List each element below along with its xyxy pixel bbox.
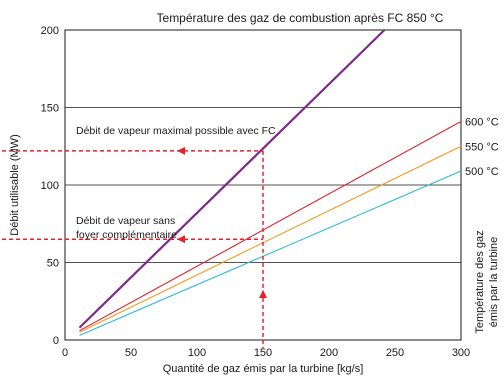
x-tick-label: 100: [188, 347, 206, 359]
x-tick-labels: 0 50 100 150 200 250 300: [62, 347, 470, 359]
arrow-left-icon: [177, 146, 185, 155]
x-tick-label: 0: [62, 347, 68, 359]
annotation-max-steam: Débit de vapeur maximal possible avec FC: [76, 125, 276, 137]
x-tick-label: 300: [452, 347, 470, 359]
x-tick-label: 200: [320, 347, 338, 359]
x-tick-label: 150: [254, 347, 272, 359]
chart-title: Température des gaz de combustion après …: [157, 11, 444, 25]
series-layer: 600 °C 550 °C 500 °C: [78, 29, 499, 336]
y-tick-label: 100: [41, 180, 59, 192]
y-tick-label: 50: [47, 258, 59, 270]
x-tick-label: 250: [386, 347, 404, 359]
series-label: 600 °C: [465, 116, 499, 128]
y-tick-label: 0: [53, 335, 59, 347]
x-axis-label: Quantité de gaz émis par la turbine [kg/…: [163, 363, 364, 375]
series-line: [79, 170, 462, 336]
annotation-no-burner-line2: foyer complémentaire: [76, 229, 177, 241]
reference-layer: [2, 146, 267, 348]
arrow-left-icon: [177, 235, 185, 244]
grid-lines: [65, 29, 461, 263]
x-tick-label: 50: [125, 347, 137, 359]
y-tick-labels: 0 50 100 150 200: [41, 25, 59, 347]
series-line: [79, 120, 462, 332]
series-label: 550 °C: [465, 141, 499, 153]
y-tick-label: 150: [41, 103, 59, 115]
series-line: [79, 145, 462, 333]
annotation-no-burner-line1: Débit de vapeur sans: [76, 215, 175, 227]
y-tick-label: 200: [41, 25, 59, 37]
y-axis-label: Débit utilisable (MW): [9, 134, 21, 235]
series-label: 500 °C: [465, 166, 499, 178]
series-line: [78, 29, 386, 329]
arrow-up-icon: [259, 290, 267, 298]
right-axis-label-line2: émis par la turbine: [488, 237, 500, 328]
right-axis-label-line1: Température des gaz: [474, 230, 486, 333]
